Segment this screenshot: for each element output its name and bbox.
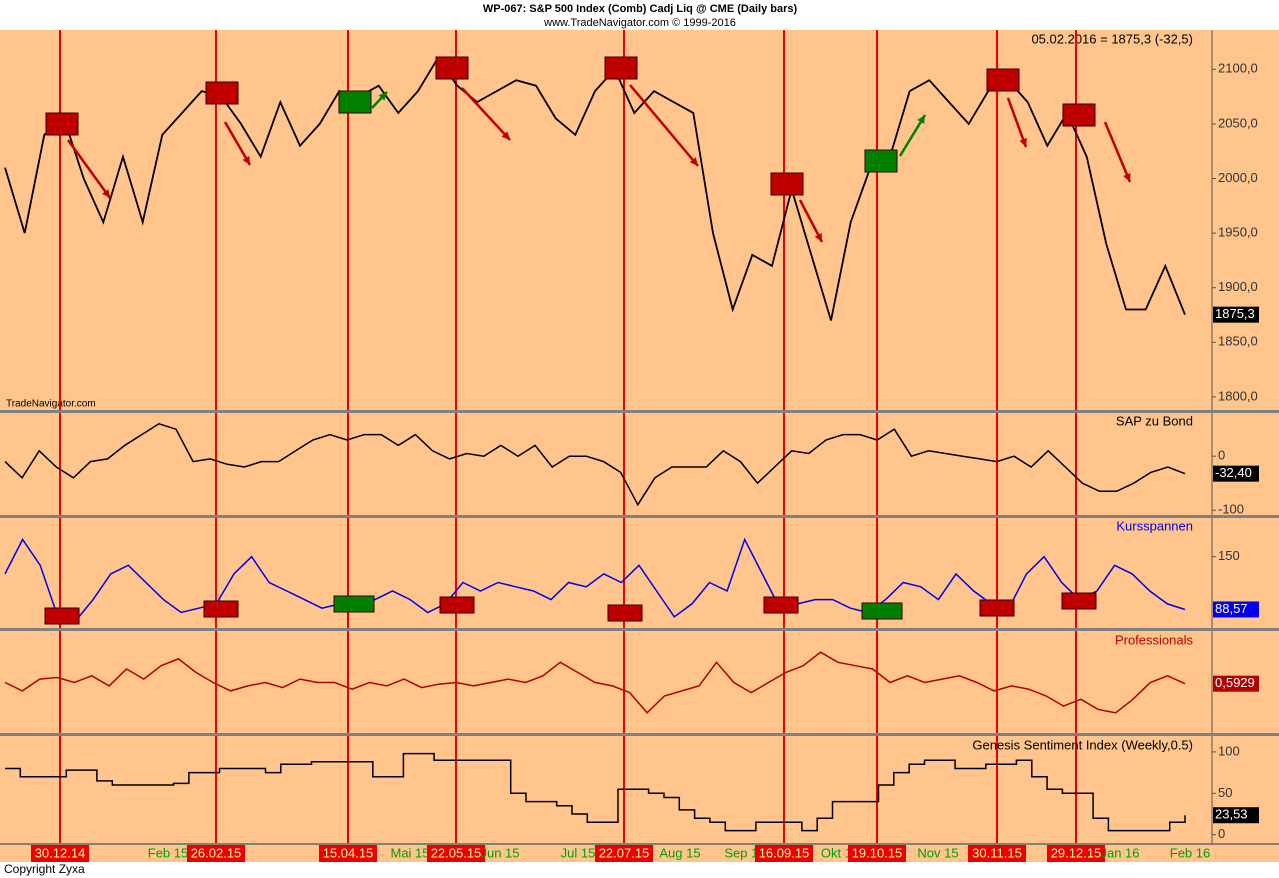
y-tick-label: 2000,0 xyxy=(1218,170,1258,185)
last-value-label: 23,53 xyxy=(1215,807,1248,822)
signal-box xyxy=(435,56,469,80)
panel-title: Genesis Sentiment Index (Weekly,0.5) xyxy=(972,737,1193,752)
last-value-box xyxy=(1213,465,1259,482)
arrow-shaft xyxy=(1103,121,1132,183)
x-tick-label: Feb 16 xyxy=(1170,845,1210,860)
y-tick-label: 50 xyxy=(1218,785,1232,800)
status: 05.02.2016 = 1875,3 (-32,5) xyxy=(1031,31,1193,46)
signal-box xyxy=(44,607,80,625)
signal-box xyxy=(203,600,239,618)
signal-box xyxy=(986,68,1020,92)
y-tick-label: 2050,0 xyxy=(1218,115,1258,130)
last-value-box xyxy=(1213,306,1259,323)
arrow-head xyxy=(1019,138,1027,147)
y-tick-label: 0 xyxy=(1218,826,1225,841)
arrow-head xyxy=(814,233,822,242)
series-line xyxy=(5,752,1186,832)
x-tick-label: 16.09.15 xyxy=(759,845,810,860)
arrow-shaft xyxy=(461,87,511,141)
signal-box xyxy=(1061,592,1097,610)
arrow-shaft xyxy=(66,139,112,199)
signal-box xyxy=(205,81,239,105)
arrow-shaft xyxy=(1006,97,1028,148)
signal-box xyxy=(45,112,79,136)
x-tick-label: 15.04.15 xyxy=(323,845,374,860)
last-value-label: 0,5929 xyxy=(1215,675,1255,690)
y-tick-label: 2100,0 xyxy=(1218,61,1258,76)
signal-box xyxy=(864,149,898,173)
signal-label-box xyxy=(595,845,653,862)
arrow-head xyxy=(378,92,387,101)
x-tick-label: Feb 15 xyxy=(148,845,188,860)
y-tick-label: -100 xyxy=(1218,502,1244,517)
x-tick-label: Jun 15 xyxy=(480,845,519,860)
signal-box xyxy=(861,602,903,620)
arrow-shaft xyxy=(223,121,252,166)
signal-box xyxy=(979,599,1015,617)
arrow-head xyxy=(1123,173,1131,182)
y-tick-label: 1900,0 xyxy=(1218,279,1258,294)
x-tick-label: 22.05.15 xyxy=(431,845,482,860)
signal-box xyxy=(333,595,375,613)
panel-title: SAP zu Bond xyxy=(1116,413,1193,428)
arrow-head xyxy=(102,189,110,198)
last-value-label: -32,40 xyxy=(1215,465,1252,480)
signal-box xyxy=(763,596,799,614)
signal-box xyxy=(338,90,372,114)
chart-subtitle: www.TradeNavigator.com © 1999-2016 xyxy=(543,17,736,29)
watermark: TradeNavigator.com xyxy=(6,399,96,410)
y-tick-label: 1950,0 xyxy=(1218,225,1258,240)
signal-label-box xyxy=(31,845,89,862)
signal-box xyxy=(1062,103,1096,127)
signal-box xyxy=(607,604,643,622)
x-tick-label: Nov 15 xyxy=(917,845,958,860)
x-tick-label: 29.12.15 xyxy=(1051,845,1102,860)
signal-label-box xyxy=(427,845,485,862)
plot-background xyxy=(0,30,1279,862)
panel-title: Professionals xyxy=(1115,632,1194,647)
arrow-head xyxy=(501,131,510,140)
y-tick-label: 1850,0 xyxy=(1218,334,1258,349)
signal-label-box xyxy=(968,845,1026,862)
x-tick-label: 22.07.15 xyxy=(599,845,650,860)
signal-label-box xyxy=(1047,845,1105,862)
signal-label-box xyxy=(755,845,813,862)
x-tick-label: 26.02.15 xyxy=(191,845,242,860)
x-tick-label: Jan 16 xyxy=(1100,845,1139,860)
y-tick-label: 100 xyxy=(1218,743,1240,758)
x-tick-label: 30.11.15 xyxy=(972,845,1022,860)
arrow-head xyxy=(917,115,925,124)
chart-title: WP-067: S&P 500 Index (Comb) Cadj Liq @ … xyxy=(483,3,798,15)
y-tick-label: 150 xyxy=(1218,548,1240,563)
last-value-box xyxy=(1213,807,1259,824)
arrow-head xyxy=(242,156,250,165)
y-tick-label: 1800,0 xyxy=(1218,388,1258,403)
signal-box xyxy=(770,172,804,196)
x-tick-label: 19.10.15 xyxy=(852,845,903,860)
last-value-label: 1875,3 xyxy=(1215,306,1255,321)
y-tick-label: 0 xyxy=(1218,448,1225,463)
last-value-label: 88,57 xyxy=(1215,601,1248,616)
signal-label-box xyxy=(848,845,906,862)
arrow-head xyxy=(689,157,698,166)
signal-label-box xyxy=(319,845,377,862)
x-tick-label: Mai 15 xyxy=(390,845,429,860)
x-tick-label: Aug 15 xyxy=(659,845,700,860)
x-tick-label: 30.12.14 xyxy=(35,845,86,860)
signal-box xyxy=(439,596,475,614)
arrow-shaft xyxy=(629,84,699,167)
series-line xyxy=(4,651,1186,714)
signal-box xyxy=(604,56,638,80)
panel-title: Kursspannen xyxy=(1116,518,1193,533)
last-value-box xyxy=(1213,675,1259,692)
signal-label-box xyxy=(187,845,245,862)
x-tick-label: Jul 15 xyxy=(561,845,596,860)
series-line xyxy=(4,422,1186,507)
footer: Copyright Zyxa xyxy=(4,862,85,876)
last-value-box xyxy=(1213,601,1259,618)
